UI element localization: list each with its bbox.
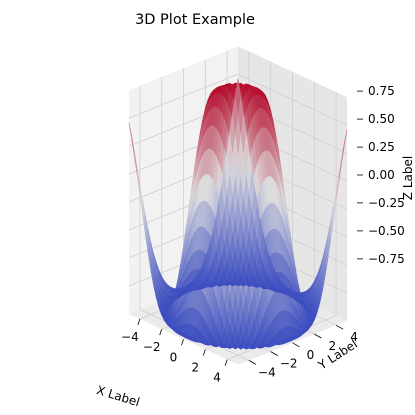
- y-axis-label: Y Label: [315, 337, 360, 373]
- surface-plot: [128, 78, 348, 350]
- x-tick-mark: [137, 318, 141, 326]
- y-tick-label: 2: [328, 339, 336, 353]
- y-tick-mark: [270, 351, 278, 356]
- y-tick-label: 0: [307, 348, 315, 362]
- x-tick-label: 4: [213, 371, 221, 385]
- z-tick-label: 0.00: [368, 168, 395, 182]
- x-tick-label: −2: [143, 340, 161, 354]
- y-tick-label: −4: [258, 365, 276, 379]
- x-tick-label: 0: [170, 350, 178, 364]
- x-tick-mark: [202, 349, 206, 356]
- z-tick-label: −0.50: [368, 224, 405, 238]
- x-tick-label: −4: [121, 330, 139, 344]
- z-tick-label: 0.50: [368, 112, 395, 126]
- x-tick-mark: [181, 339, 184, 346]
- grid-line-z: [128, 73, 239, 119]
- x-tick-mark: [159, 328, 163, 336]
- x-tick-mark: [224, 359, 228, 366]
- z-tick-label: −0.25: [368, 196, 405, 210]
- y-tick-mark: [292, 342, 300, 348]
- z-tick-label: −0.75: [368, 252, 405, 266]
- x-axis-label: X Label: [95, 383, 142, 409]
- grid-line-z: [237, 73, 348, 126]
- y-tick-label: −2: [280, 357, 298, 371]
- y-tick-mark: [314, 333, 322, 339]
- chart-title: 3D Plot Example: [135, 12, 255, 28]
- y-tick-mark: [248, 360, 257, 365]
- x-tick-label: 2: [191, 361, 199, 375]
- z-tick-label: 0.75: [368, 84, 395, 98]
- z-axis-label: Z Label: [401, 156, 415, 200]
- y-tick-mark: [335, 324, 344, 330]
- surface-patch: [235, 78, 241, 114]
- z-tick-label: 0.25: [368, 140, 395, 154]
- y-tick-label: 4: [350, 330, 358, 344]
